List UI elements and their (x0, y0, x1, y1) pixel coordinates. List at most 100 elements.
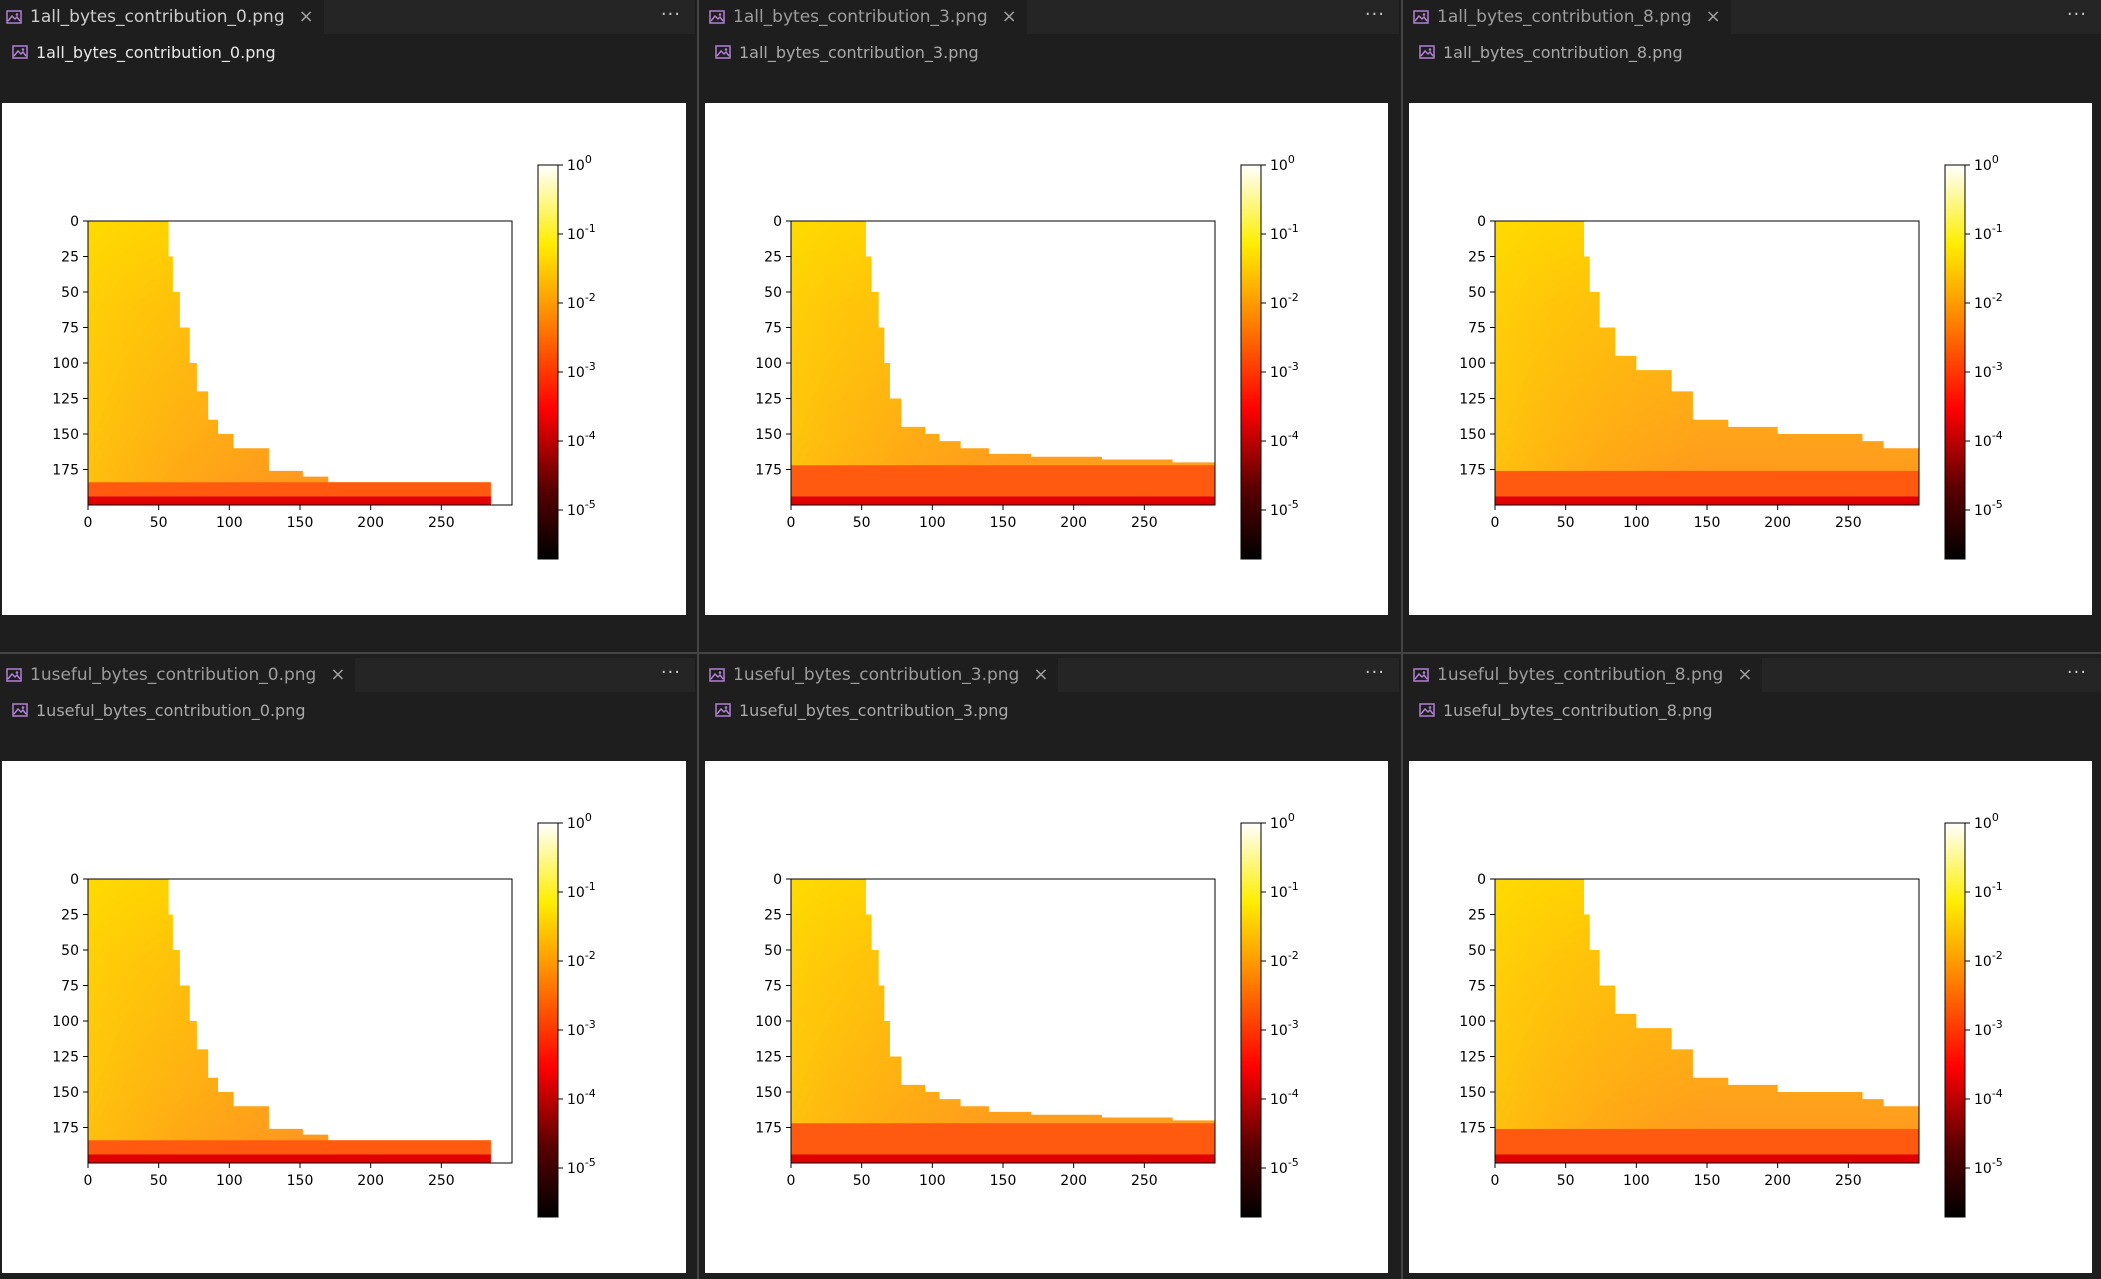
heatmap-highlight (88, 221, 491, 505)
more-actions-icon[interactable]: ··· (660, 4, 681, 25)
x-tick-label: 200 (1060, 1173, 1087, 1189)
tab-label: 1useful_bytes_contribution_8.png (1437, 665, 1724, 685)
image-preview[interactable]: 0 25 50 75 100 125 150 175 0 50 100 150 200 250 100 10-… (1409, 761, 2092, 1273)
more-actions-icon[interactable]: ··· (2066, 662, 2087, 683)
y-tick-label: 150 (1459, 427, 1486, 443)
y-tick-label: 100 (1459, 356, 1486, 372)
editor-tab[interactable]: 1all_bytes_contribution_3.png × (703, 0, 1027, 34)
x-tick-label: 250 (1835, 515, 1862, 531)
colorbar-tick-label: 10-3 (1270, 1018, 1299, 1039)
heatmap-chart: 0 25 50 75 100 125 150 175 0 50 100 150 200 250 100 10-… (52, 153, 596, 560)
editor-tab[interactable]: 1all_bytes_contribution_8.png × (1407, 0, 1731, 34)
image-file-icon (6, 668, 22, 682)
colorbar-tick-label: 10-1 (567, 880, 596, 901)
x-tick-label: 150 (287, 515, 314, 531)
y-tick-label: 25 (1468, 250, 1486, 266)
x-tick-label: 0 (787, 1173, 796, 1189)
y-tick-label: 125 (1459, 392, 1486, 408)
editor-tab[interactable]: 1useful_bytes_contribution_0.png × (0, 658, 356, 692)
colorbar-tick-label: 10-1 (1974, 880, 2003, 901)
pane-separator-vertical[interactable] (1401, 0, 1403, 1279)
colorbar-tick-label: 10-2 (1270, 291, 1299, 312)
editor-tab[interactable]: 1useful_bytes_contribution_3.png × (703, 658, 1059, 692)
breadcrumb[interactable]: 1all_bytes_contribution_0.png (12, 40, 276, 64)
image-preview[interactable]: 0 25 50 75 100 125 150 175 0 50 100 150 200 250 100 10-… (705, 761, 1388, 1273)
heatmap-bottom-band-dark (791, 1154, 1215, 1163)
pane-separator-vertical[interactable] (697, 0, 699, 1279)
colorbar-tick-label: 10-1 (1974, 222, 2003, 243)
breadcrumb[interactable]: 1useful_bytes_contribution_3.png (715, 698, 1008, 722)
editor-tab[interactable]: 1useful_bytes_contribution_8.png × (1407, 658, 1763, 692)
more-actions-icon[interactable]: ··· (2066, 4, 2087, 25)
x-tick-label: 200 (1764, 1173, 1791, 1189)
x-tick-label: 100 (1623, 1173, 1650, 1189)
colorbar-tick-label: 10-3 (1974, 1018, 2003, 1039)
editor-pane: 1all_bytes_contribution_0.png × ··· 1all_by… (0, 0, 695, 651)
close-icon[interactable]: × (298, 6, 314, 27)
close-icon[interactable]: × (1737, 664, 1753, 685)
tab-bar: 1useful_bytes_contribution_8.png × ··· (1407, 658, 2101, 692)
breadcrumb[interactable]: 1useful_bytes_contribution_8.png (1419, 698, 1712, 722)
heatmap-bottom-band-dark (1495, 496, 1919, 505)
breadcrumb[interactable]: 1useful_bytes_contribution_0.png (12, 698, 305, 722)
breadcrumb-label: 1all_bytes_contribution_0.png (36, 42, 276, 62)
y-tick-label: 25 (1468, 908, 1486, 924)
colorbar-tick-label: 10-1 (1270, 880, 1299, 901)
heatmap-bottom-band-dark (791, 496, 1215, 505)
x-tick-label: 250 (428, 515, 455, 531)
close-icon[interactable]: × (1001, 6, 1017, 27)
image-preview[interactable]: 0 25 50 75 100 125 150 175 0 50 100 150 200 250 100 10-… (2, 761, 686, 1273)
x-tick-label: 200 (357, 515, 384, 531)
heatmap-highlight (791, 879, 1215, 1163)
close-icon[interactable]: × (1705, 6, 1721, 27)
y-tick-label: 50 (61, 943, 79, 959)
x-tick-label: 250 (1835, 1173, 1862, 1189)
editor-tab[interactable]: 1all_bytes_contribution_0.png × (0, 0, 324, 34)
colorbar-tick-label: 100 (1270, 153, 1295, 174)
y-tick-label: 175 (1459, 463, 1486, 479)
y-tick-label: 75 (61, 321, 79, 337)
y-tick-label: 25 (764, 250, 782, 266)
x-tick-label: 0 (787, 515, 796, 531)
more-actions-icon[interactable]: ··· (1364, 662, 1385, 683)
image-preview[interactable]: 0 25 50 75 100 125 150 175 0 50 100 150 200 250 100 10-… (2, 103, 686, 615)
colorbar (1944, 822, 1966, 1218)
colorbar-tick-label: 10-4 (1974, 429, 2003, 450)
colorbar-tick-label: 10-3 (1270, 360, 1299, 381)
x-tick-label: 200 (1060, 515, 1087, 531)
editor-pane: 1all_bytes_contribution_3.png × ··· 1all_by… (703, 0, 1399, 651)
colorbar (537, 164, 559, 560)
colorbar-tick-label: 10-5 (567, 498, 596, 519)
breadcrumb[interactable]: 1all_bytes_contribution_3.png (715, 40, 979, 64)
tab-bar: 1useful_bytes_contribution_3.png × ··· (703, 658, 1399, 692)
y-tick-label: 0 (1477, 872, 1486, 888)
y-tick-label: 100 (755, 1014, 782, 1030)
x-tick-label: 250 (428, 1173, 455, 1189)
close-icon[interactable]: × (1033, 664, 1049, 685)
y-tick-label: 125 (52, 392, 79, 408)
colorbar-tick-label: 100 (567, 153, 592, 174)
colorbar (1240, 822, 1262, 1218)
heatmap-chart: 0 25 50 75 100 125 150 175 0 50 100 150 200 250 100 10-… (52, 811, 596, 1218)
more-actions-icon[interactable]: ··· (660, 662, 681, 683)
pane-separator-horizontal[interactable] (0, 652, 2101, 654)
colorbar-tick-label: 10-2 (1270, 949, 1299, 970)
image-preview[interactable]: 0 25 50 75 100 125 150 175 0 50 100 150 200 250 100 10-… (1409, 103, 2092, 615)
x-tick-label: 100 (919, 515, 946, 531)
x-tick-label: 0 (1491, 515, 1500, 531)
y-tick-label: 0 (773, 214, 782, 230)
heatmap-bottom-band-dark (88, 1154, 491, 1163)
colorbar-tick-label: 100 (1974, 153, 1999, 174)
breadcrumb-label: 1all_bytes_contribution_8.png (1443, 42, 1683, 62)
x-tick-label: 50 (1557, 515, 1575, 531)
image-preview[interactable]: 0 25 50 75 100 125 150 175 0 50 100 150 200 250 100 10-… (705, 103, 1388, 615)
y-tick-label: 100 (52, 356, 79, 372)
close-icon[interactable]: × (330, 664, 346, 685)
more-actions-icon[interactable]: ··· (1364, 4, 1385, 25)
breadcrumb[interactable]: 1all_bytes_contribution_8.png (1419, 40, 1683, 64)
colorbar-tick-label: 10-1 (567, 222, 596, 243)
y-tick-label: 125 (755, 1050, 782, 1066)
y-tick-label: 75 (1468, 321, 1486, 337)
y-tick-label: 150 (52, 427, 79, 443)
